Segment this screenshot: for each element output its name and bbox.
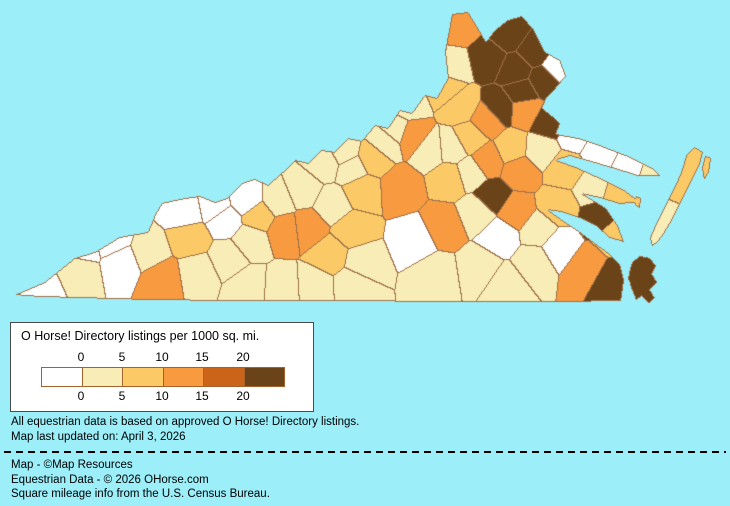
legend-tick-label: 15 bbox=[195, 389, 209, 403]
note-line-1: All equestrian data is based on approved… bbox=[11, 416, 360, 428]
legend-title: O Horse! Directory listings per 1000 sq.… bbox=[21, 329, 260, 343]
legend-swatch-3 bbox=[163, 368, 204, 386]
legend-swatch-1 bbox=[82, 368, 123, 386]
legend-tick-label: 5 bbox=[118, 350, 126, 364]
credit-line-3: Square mileage info from the U.S. Census… bbox=[11, 488, 270, 501]
legend-tick-label: 0 bbox=[77, 389, 85, 403]
legend-swatch-4 bbox=[204, 368, 245, 386]
legend-swatch-2 bbox=[123, 368, 164, 386]
legend-tick-label: 10 bbox=[155, 350, 169, 364]
legend-tick-label: 0 bbox=[77, 350, 85, 364]
legend-swatch-5 bbox=[244, 368, 284, 386]
credit-line-2: Equestrian Data - © 2026 OHorse.com bbox=[11, 473, 209, 486]
note-line-2: Map last updated on: April 3, 2026 bbox=[11, 431, 186, 443]
legend-tick-label: 5 bbox=[118, 389, 126, 403]
legend-tick-label: 20 bbox=[236, 350, 250, 364]
legend-ticks-bottom: 0 5 10 15 20 bbox=[11, 389, 313, 403]
legend-tick-label: 15 bbox=[195, 350, 209, 364]
legend-ticks-top: 0 5 10 15 20 bbox=[11, 350, 313, 364]
data-source-notes: All equestrian data is based on approved… bbox=[11, 415, 359, 445]
legend-swatch-0 bbox=[42, 368, 83, 386]
legend-tick-label: 10 bbox=[155, 389, 169, 403]
credit-line-1: Map - ©Map Resources bbox=[11, 459, 133, 471]
dashed-separator bbox=[4, 451, 726, 453]
legend-color-ramp bbox=[41, 367, 285, 387]
legend-box: O Horse! Directory listings per 1000 sq.… bbox=[10, 322, 314, 412]
copyright-credits: Map - ©Map Resources Equestrian Data - ©… bbox=[11, 458, 270, 502]
legend-tick-label: 20 bbox=[236, 389, 250, 403]
